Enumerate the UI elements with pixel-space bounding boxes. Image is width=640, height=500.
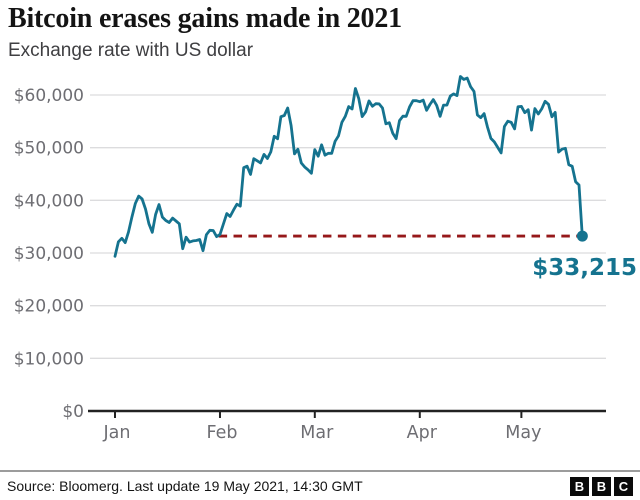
page-title: Bitcoin erases gains made in 2021	[8, 3, 402, 34]
x-axis-tick-label: Mar	[300, 423, 334, 443]
latest-price-dot	[576, 230, 588, 242]
x-axis-tick-label: Feb	[206, 423, 237, 443]
x-axis-tick-label: Apr	[407, 423, 438, 443]
bbc-logo: B B C	[570, 476, 633, 496]
x-axis-tick-label: Jan	[103, 423, 131, 443]
y-axis-tick-label: $40,000	[14, 191, 84, 211]
chart-header: Bitcoin erases gains made in 2021 Exchan…	[0, 0, 640, 62]
y-axis-tick-label: $60,000	[14, 86, 84, 106]
y-axis-tick-label: $10,000	[14, 349, 84, 369]
y-axis-tick-label: $30,000	[14, 244, 84, 264]
price-line	[113, 75, 584, 258]
latest-price-label: $33,215	[532, 255, 637, 281]
bbc-logo-block: C	[614, 476, 633, 496]
x-axis-tick-label: May	[505, 423, 541, 443]
y-axis-tick-label: $20,000	[14, 297, 84, 317]
bitcoin-price-chart: $60,000 $50,000 $40,000 $30,000 $20,000 $10,0…	[14, 75, 637, 443]
source-text: Source: Bloomerg. Last update 19 May 202…	[7, 478, 363, 494]
page-subtitle: Exchange rate with US dollar	[8, 40, 254, 62]
bbc-logo-block: B	[592, 476, 611, 496]
footer: Source: Bloomerg. Last update 19 May 202…	[0, 470, 640, 500]
y-axis-tick-label: $50,000	[14, 139, 84, 159]
y-axis-tick-label: $0	[62, 402, 84, 422]
bbc-logo-block: B	[570, 476, 589, 496]
